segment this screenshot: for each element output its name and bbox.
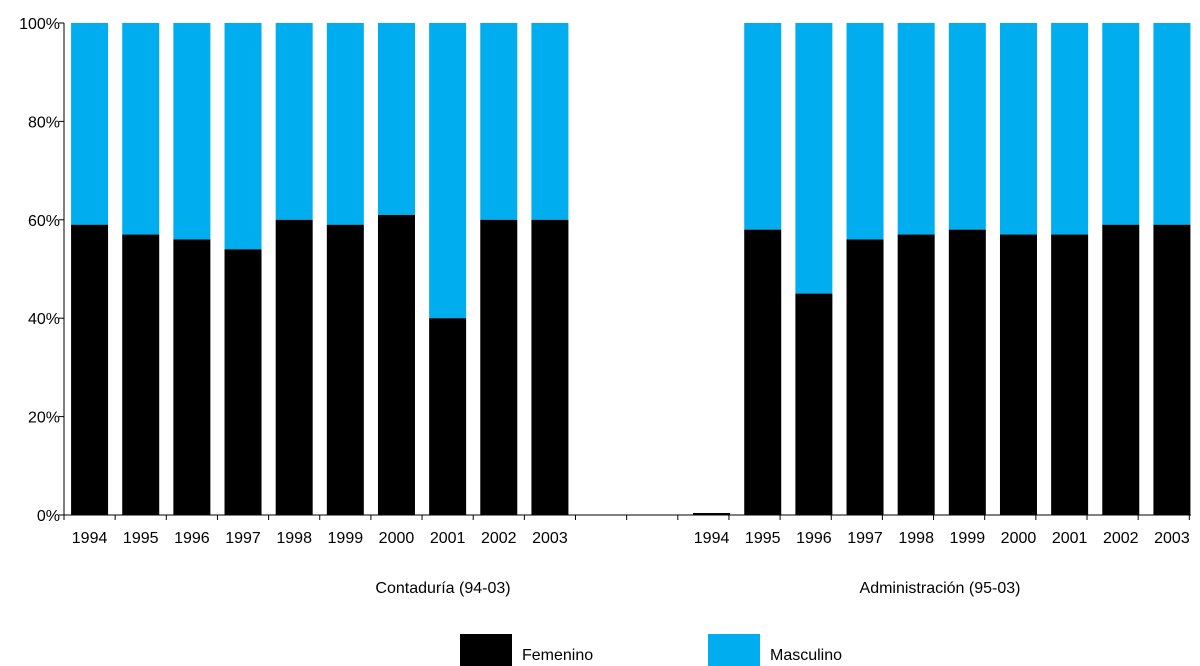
bar-femenino-1-1994 (71, 224, 109, 515)
x-tick-label: 1997 (847, 530, 883, 547)
y-tick-label: 80% (28, 114, 60, 131)
x-tick-label: 1999 (950, 530, 986, 547)
bar-masculino-2-2001 (1051, 23, 1089, 235)
bar-femenino-1-2001 (429, 318, 467, 515)
y-tick-label: 0% (37, 508, 60, 525)
x-tick-label: 2000 (1001, 530, 1037, 547)
bar-femenino-2-2001 (1051, 234, 1089, 515)
bar-femenino-1-1995 (122, 234, 160, 515)
bar-femenino-2-1995 (744, 229, 782, 515)
bar-femenino-2-2003 (1153, 224, 1191, 515)
bar-femenino-2-1999 (948, 229, 986, 515)
bar-femenino-2-1997 (846, 239, 884, 516)
x-tick-label: 2003 (532, 530, 568, 547)
y-tick-label: 60% (28, 213, 60, 230)
bar-masculino-1-2002 (480, 23, 518, 220)
bar-masculino-1-1998 (275, 23, 313, 220)
bar-femenino-1-1996 (173, 239, 211, 516)
group-label: Contaduría (94-03) (375, 580, 510, 597)
bar-masculino-1-2000 (377, 23, 415, 215)
x-tick-label: 2003 (1154, 530, 1190, 547)
bar-masculino-1-1995 (122, 23, 160, 235)
bar-masculino-2-1997 (846, 23, 884, 240)
bar-masculino-1-2001 (429, 23, 467, 319)
bar-femenino-1-1997 (224, 249, 262, 515)
bar-masculino-2-2003 (1153, 23, 1191, 225)
group-label: Administración (95-03) (860, 580, 1021, 597)
y-tick-label: 20% (28, 410, 60, 427)
x-tick-label: 1994 (72, 530, 108, 547)
bar-femenino-1-2000 (377, 214, 415, 515)
x-tick-label: 1998 (276, 530, 312, 547)
bar-masculino-2-2000 (999, 23, 1037, 235)
x-tick-label: 2002 (481, 530, 517, 547)
bar-masculino-1-2003 (531, 23, 569, 220)
y-tick-label: 100% (19, 16, 60, 33)
legend-swatch-masculino (708, 634, 760, 666)
bar-femenino-1-1998 (275, 219, 313, 516)
bar-femenino-1-2003 (531, 219, 569, 516)
x-tick-label: 2001 (430, 530, 466, 547)
bar-masculino-2-1999 (948, 23, 986, 230)
x-tick-label: 2000 (379, 530, 415, 547)
bar-femenino-1-1999 (326, 224, 364, 515)
bar-masculino-1-1997 (224, 23, 262, 250)
x-tick-label: 1995 (123, 530, 159, 547)
x-tick-label: 1998 (898, 530, 934, 547)
bar-masculino-2-1995 (744, 23, 782, 230)
bar-masculino-2-1998 (897, 23, 935, 235)
x-tick-label: 1996 (796, 530, 832, 547)
bar-femenino-2-2002 (1102, 224, 1140, 515)
legend-swatch-femenino (460, 634, 512, 666)
x-tick-label: 1997 (225, 530, 261, 547)
x-tick-label: 1996 (174, 530, 210, 547)
x-tick-label: 1995 (745, 530, 781, 547)
y-tick-label: 40% (28, 311, 60, 328)
bar-femenino-1-2002 (480, 219, 518, 516)
bar-masculino-1-1996 (173, 23, 211, 240)
bar-masculino-1-1999 (326, 23, 364, 225)
x-tick-label: 2002 (1103, 530, 1139, 547)
x-tick-label: 1994 (694, 530, 730, 547)
bar-masculino-2-1996 (795, 23, 833, 294)
legend-label-femenino: Femenino (522, 647, 593, 664)
bar-femenino-2-1994 (693, 513, 731, 515)
bar-femenino-2-2000 (999, 234, 1037, 515)
bar-femenino-2-1998 (897, 234, 935, 515)
legend-label-masculino: Masculino (770, 647, 842, 664)
bar-masculino-1-1994 (71, 23, 109, 225)
x-tick-label: 1999 (328, 530, 364, 547)
x-tick-label: 2001 (1052, 530, 1088, 547)
bar-femenino-2-1996 (795, 293, 833, 515)
bar-masculino-2-2002 (1102, 23, 1140, 225)
